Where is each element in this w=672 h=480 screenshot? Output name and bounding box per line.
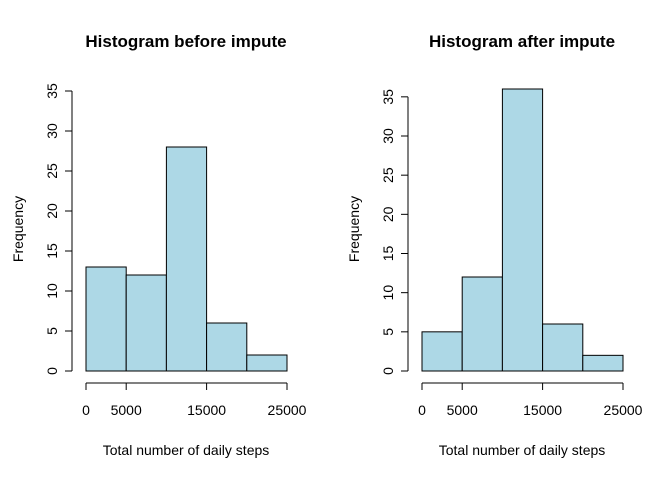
histogram-bar	[501, 88, 544, 372]
y-tick-label: 5	[44, 327, 60, 335]
y-tick-label: 30	[380, 128, 396, 144]
y-tick-label: 20	[380, 206, 396, 222]
x-tick-label: 25000	[268, 402, 307, 418]
x-tick-label: 5000	[447, 402, 478, 418]
y-tick-label: 10	[44, 283, 60, 299]
x-axis-label: Total number of daily steps	[103, 442, 270, 458]
histogram-bar	[246, 354, 288, 372]
y-tick-label: 15	[44, 243, 60, 259]
histogram-bar	[542, 323, 584, 372]
histogram-after-panel: Histogram after impute 0 5 10 15 20 25 30 35 Freq…	[346, 32, 643, 458]
y-axis-label: Frequency	[10, 196, 26, 262]
y-tick-label: 35	[44, 83, 60, 99]
chart-title: Histogram after impute	[429, 32, 615, 51]
x-tick-label: 25000	[604, 402, 643, 418]
y-tick-label: 10	[380, 285, 396, 301]
x-axis-label: Total number of daily steps	[439, 442, 606, 458]
y-tick-label: 25	[380, 167, 396, 183]
histogram-bar	[206, 322, 248, 372]
y-tick-label: 5	[380, 328, 396, 336]
histogram-bar	[461, 276, 503, 372]
histogram-bar	[421, 331, 463, 372]
y-tick-label: 15	[380, 246, 396, 262]
y-tick-label: 35	[380, 89, 396, 105]
y-tick-label: 25	[44, 163, 60, 179]
y-tick-label: 0	[44, 367, 60, 375]
x-tick-label: 5000	[111, 402, 142, 418]
histogram-bar	[125, 274, 167, 372]
y-tick-label: 30	[44, 123, 60, 139]
x-tick-label: 15000	[523, 402, 562, 418]
histogram-bar	[165, 146, 208, 372]
histogram-bar	[582, 354, 624, 372]
histogram-before-panel: Histogram before impute 0 5 10 15 20 25 30 35 Fre…	[10, 32, 307, 458]
x-tick-label: 0	[82, 402, 90, 418]
y-tick-label: 0	[380, 367, 396, 375]
y-axis-label: Frequency	[346, 196, 362, 262]
y-tick-label: 20	[44, 203, 60, 219]
x-tick-label: 0	[418, 402, 426, 418]
histogram-bar	[85, 266, 127, 372]
chart-title: Histogram before impute	[85, 32, 286, 51]
x-tick-label: 15000	[187, 402, 226, 418]
